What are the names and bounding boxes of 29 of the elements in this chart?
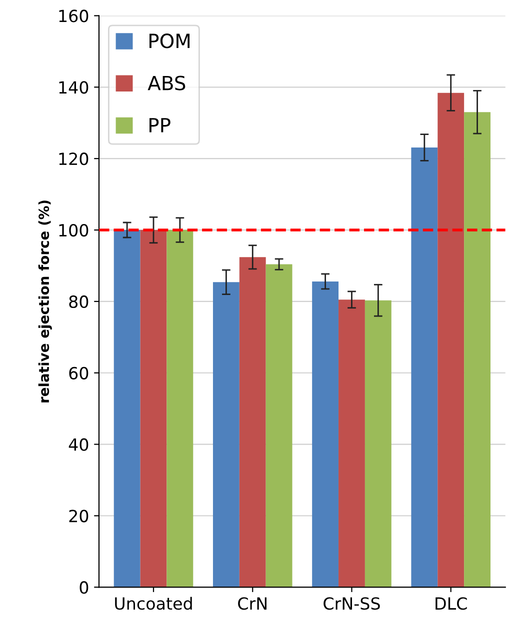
y-tick-label: 60 xyxy=(69,366,88,380)
bar xyxy=(464,112,490,588)
bar xyxy=(312,281,339,588)
legend-label: PP xyxy=(150,118,170,132)
bar xyxy=(411,148,438,588)
legend-label: ABS xyxy=(148,76,186,90)
bar xyxy=(266,264,292,588)
x-tick-label: CrN xyxy=(238,597,266,610)
bar xyxy=(212,282,240,588)
bar xyxy=(114,230,140,588)
bar xyxy=(140,230,167,588)
bar xyxy=(364,300,392,588)
x-tick-label: DLC xyxy=(436,597,467,610)
y-tick-label: 80 xyxy=(69,295,88,308)
legend-label: POM xyxy=(150,34,190,48)
bar xyxy=(166,230,194,588)
x-tick-label: Uncoated xyxy=(115,596,192,610)
y-tick-label: 140 xyxy=(59,81,88,94)
y-tick-label: 100 xyxy=(59,224,88,237)
bar xyxy=(338,300,365,588)
y-tick-label: 160 xyxy=(59,10,88,22)
y-tick-label: 0 xyxy=(80,581,88,594)
y-tick-label: 120 xyxy=(59,152,88,166)
bar xyxy=(438,92,464,588)
x-tick-label: CrN-SS xyxy=(324,597,380,610)
bar xyxy=(239,257,266,588)
y-tick-label: 20 xyxy=(69,510,88,522)
y-axis-title: relative ejection force (%) xyxy=(38,200,52,402)
y-tick-label: 40 xyxy=(68,438,88,451)
